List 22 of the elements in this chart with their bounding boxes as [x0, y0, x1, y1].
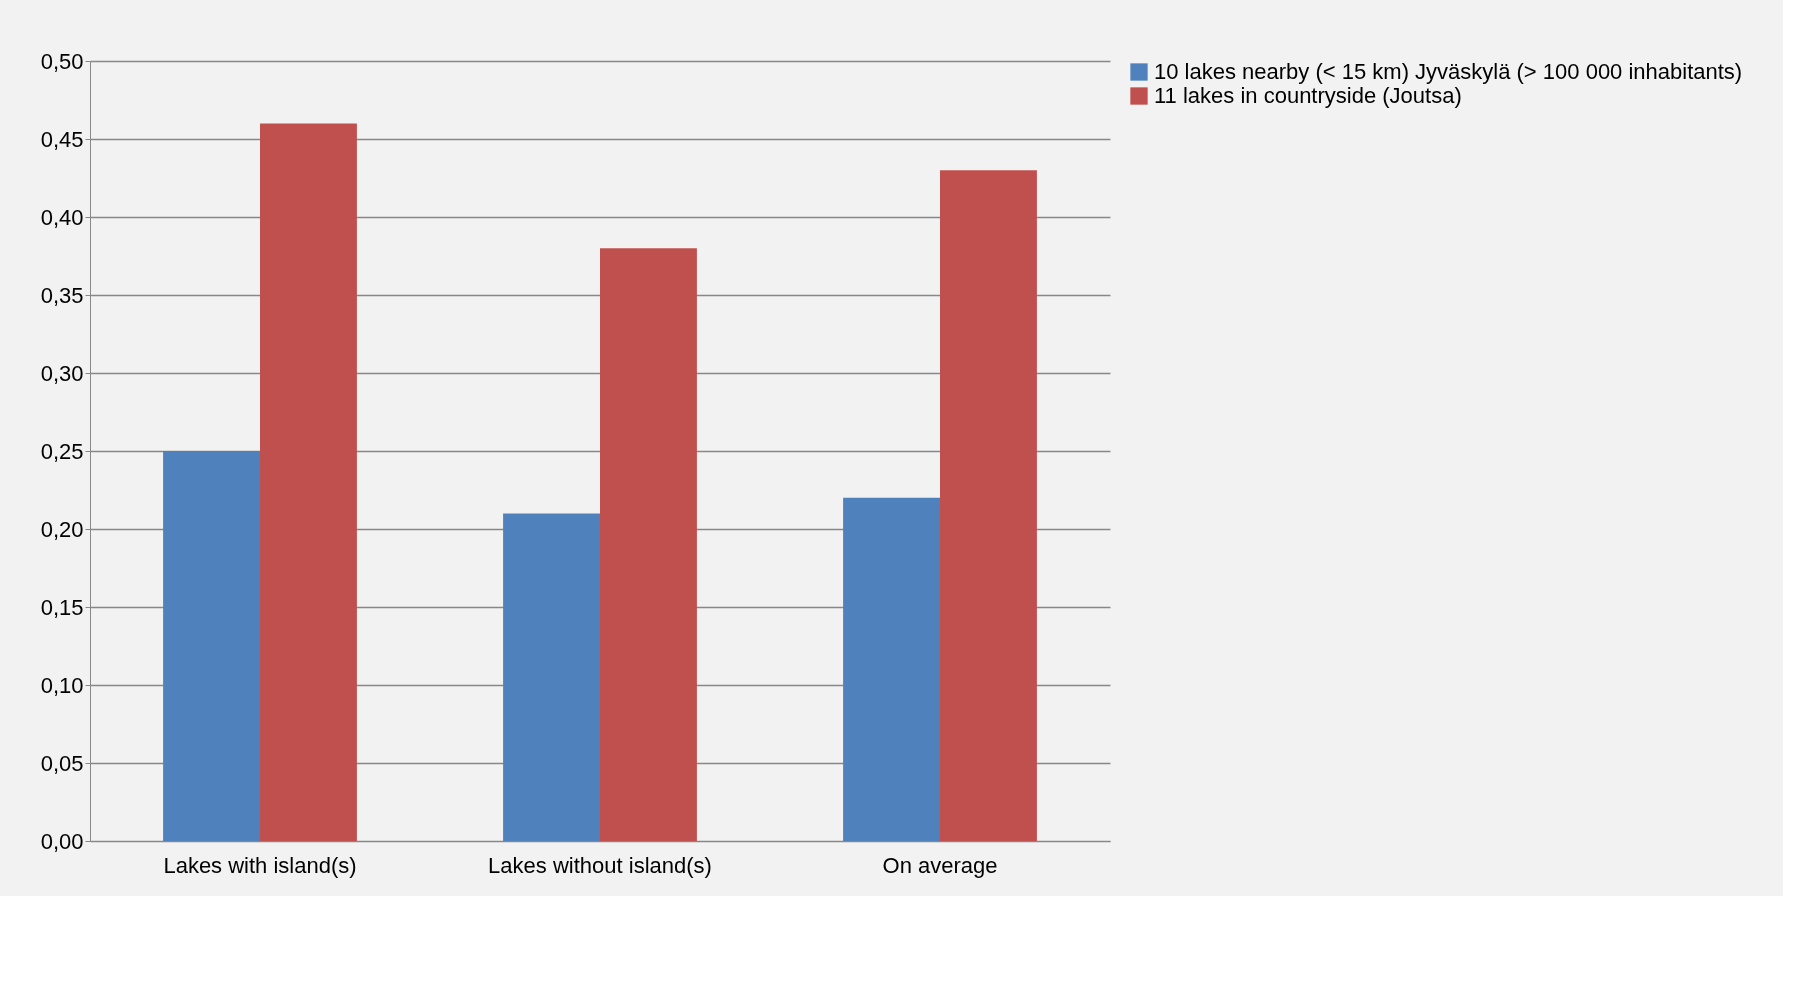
y-tick-label: 0,20: [40, 516, 84, 542]
bar: [163, 451, 260, 841]
bar: [843, 497, 940, 841]
x-tick-label: On average: [882, 852, 998, 878]
y-tick-label: 0,45: [40, 126, 84, 152]
bar: [600, 248, 697, 841]
y-tick-label: 0,05: [40, 750, 84, 776]
bar: [940, 170, 1037, 841]
bar: [503, 513, 600, 841]
y-tick-label: 0,25: [40, 438, 84, 464]
y-tick-label: 0,40: [40, 204, 84, 230]
y-tick-label: 0,30: [40, 360, 84, 386]
y-tick-label: 0,10: [40, 672, 84, 698]
y-tick-label: 0,15: [40, 594, 84, 620]
y-tick-label: 0,35: [40, 282, 84, 308]
y-tick-label: 0,50: [40, 48, 84, 74]
legend-label: 11 lakes in countryside (Joutsa): [1154, 83, 1462, 108]
x-tick-label: Lakes with island(s): [163, 852, 357, 878]
x-tick-label: Lakes without island(s): [488, 852, 712, 878]
legend-label: 10 lakes nearby (< 15 km) Jyväskylä (> 100 000 inhabitants): [1154, 59, 1743, 84]
bar: [260, 123, 357, 841]
y-tick-label: 0,00: [40, 828, 84, 854]
